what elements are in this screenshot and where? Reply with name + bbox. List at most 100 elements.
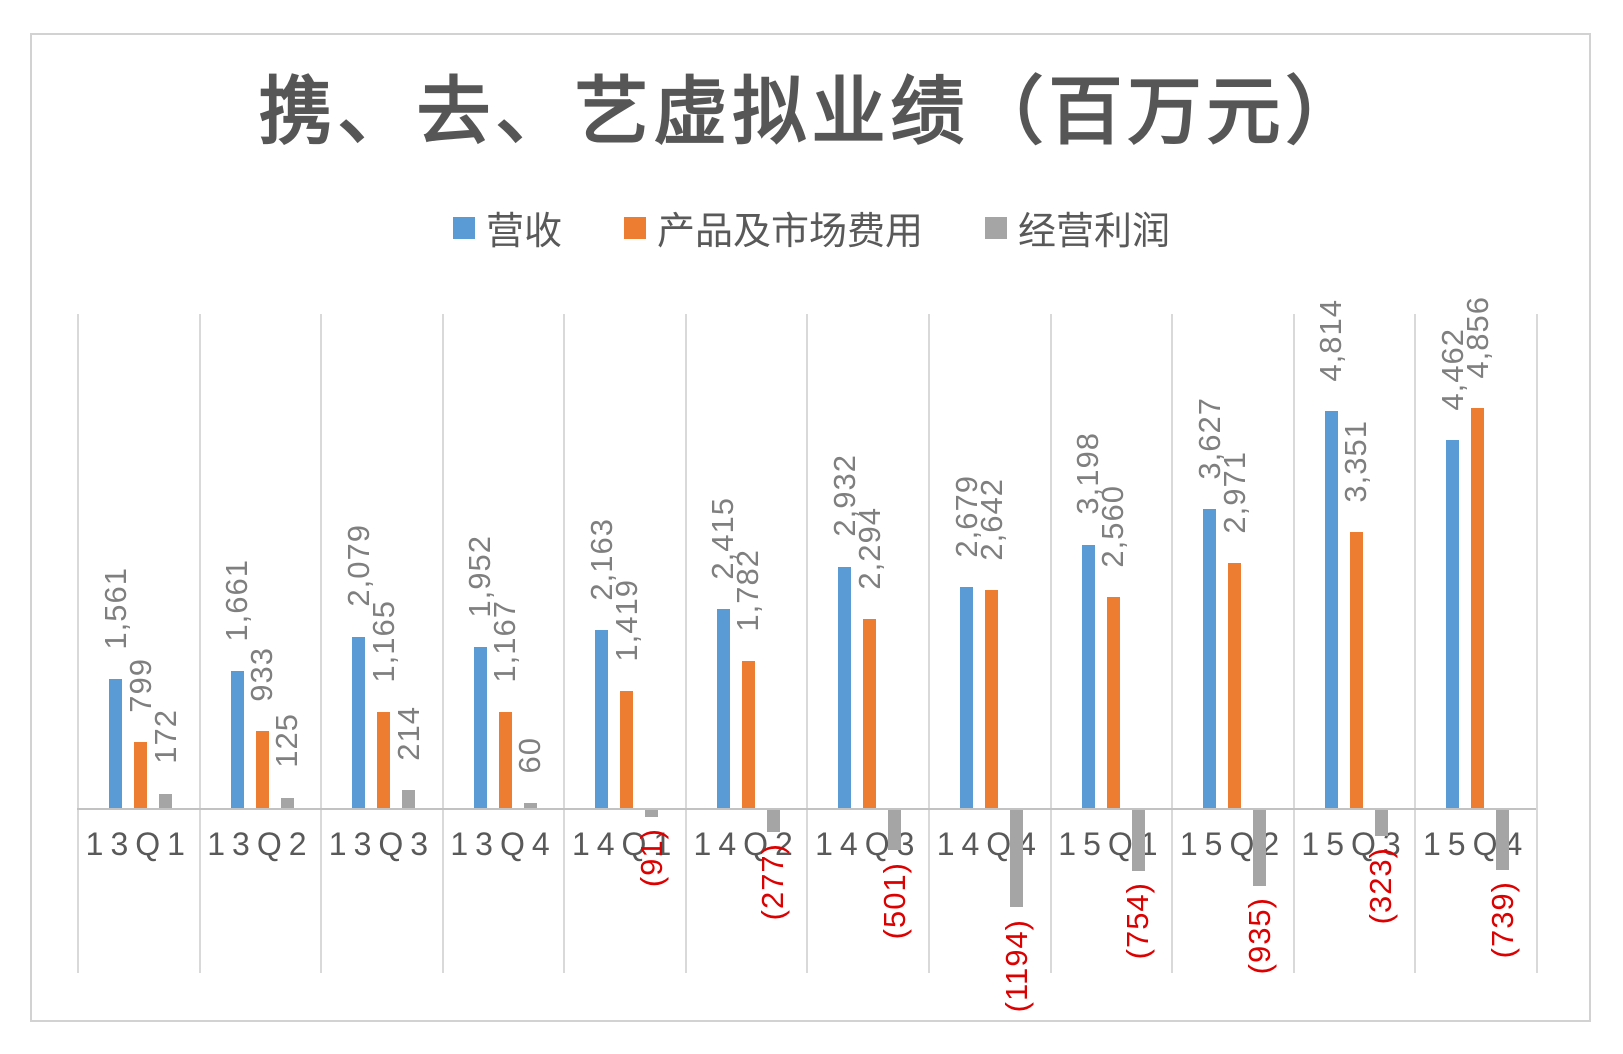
cost-bar — [134, 742, 147, 808]
profit-value-label: 214 — [390, 705, 426, 761]
cost-value-label: 3,351 — [1338, 419, 1374, 503]
legend-label-cost: 产品及市场费用 — [656, 209, 923, 253]
cost-bar — [741, 661, 755, 808]
cost-bar — [377, 712, 391, 808]
quarter-cell-14Q3: 2,932 2,294 (501) 14Q3 — [806, 314, 928, 973]
profit-bar — [766, 809, 780, 832]
cost-swatch-icon — [623, 216, 646, 239]
quarter-cell-13Q1: 1,561 799 172 13Q1 — [77, 314, 199, 973]
revenue-bar — [595, 629, 609, 808]
cost-value-label: 2,560 — [1095, 484, 1131, 568]
profit-bar — [280, 797, 294, 808]
revenue-swatch-icon — [452, 216, 475, 239]
revenue-bar — [1324, 411, 1338, 808]
revenue-bar — [960, 587, 974, 808]
cost-value-label: 799 — [122, 657, 158, 713]
profit-bar — [1496, 809, 1510, 870]
x-axis-label: 14Q2 — [693, 826, 800, 862]
profit-bar — [1253, 809, 1267, 886]
revenue-value-label: 1,661 — [219, 558, 255, 642]
cost-bar — [1471, 408, 1485, 808]
cost-bar — [255, 731, 269, 808]
quarter-cell-15Q3: 4,814 3,351 (323) 15Q3 — [1292, 299, 1415, 973]
revenue-bar — [230, 671, 244, 808]
cost-value-label: 1,419 — [608, 578, 644, 662]
cost-bar — [1349, 532, 1363, 808]
revenue-bar — [109, 679, 122, 808]
cost-bar — [620, 691, 634, 808]
x-axis-label: 13Q1 — [85, 826, 192, 862]
x-axis-label: 15Q4 — [1423, 826, 1530, 862]
cost-value-label: 1,782 — [730, 548, 766, 632]
revenue-value-label: 1,561 — [97, 567, 133, 650]
quarter-cell-15Q4: 4,462 4,856 (739) 15Q4 — [1414, 296, 1536, 973]
cost-bar — [863, 619, 877, 808]
legend-label-profit: 经营利润 — [1018, 209, 1171, 253]
revenue-bar — [838, 566, 852, 808]
quarter-cell-13Q4: 1,952 1,167 60 13Q4 — [441, 314, 564, 973]
plot-area: 1,561 799 172 13Q1 1,661 933 125 13Q2 2,079 1,165… — [77, 296, 1538, 1012]
revenue-value-label: 2,079 — [340, 524, 376, 607]
profit-bar — [645, 809, 659, 817]
revenue-bar — [1203, 509, 1217, 808]
cost-value-label: 1,167 — [487, 599, 523, 683]
cost-bar — [1228, 563, 1242, 808]
cost-value-label: 1,165 — [365, 599, 401, 683]
legend: 营收 产品及市场费用 经营利润 — [0, 200, 1623, 255]
cost-bar — [498, 711, 512, 808]
quarter-cell-13Q2: 1,661 933 125 13Q2 — [198, 314, 321, 973]
legend-item-profit: 经营利润 — [985, 200, 1170, 255]
x-axis-label: 14Q3 — [815, 826, 922, 862]
quarter-cell-13Q3: 2,079 1,165 214 13Q3 — [320, 314, 442, 973]
profit-value-label: (277) — [755, 843, 791, 921]
cost-value-label: 4,856 — [1459, 295, 1495, 379]
cost-value-label: 933 — [244, 646, 280, 702]
profit-bar — [1374, 809, 1388, 836]
profit-bar — [402, 790, 416, 808]
quarter-cell-15Q1: 3,198 2,560 (754) 15Q1 — [1049, 314, 1172, 973]
x-axis-label: 14Q1 — [571, 826, 679, 862]
profit-value-label: 125 — [269, 713, 305, 768]
profit-value-label: (935) — [1241, 897, 1277, 975]
profit-value-label: (91) — [633, 827, 669, 887]
x-axis-label: 15Q2 — [1179, 826, 1287, 862]
cost-bar — [985, 590, 999, 808]
profit-value-label: (754) — [1120, 882, 1156, 960]
x-axis-label: 13Q4 — [450, 826, 557, 862]
profit-bar — [1131, 809, 1145, 872]
revenue-bar — [352, 636, 366, 808]
profit-value-label: (1194) — [998, 918, 1034, 1012]
profit-bar — [888, 809, 902, 851]
quarter-cell-15Q2: 3,627 2,971 (935) 15Q2 — [1171, 314, 1293, 975]
x-axis-label: 13Q2 — [207, 826, 314, 862]
revenue-bar — [716, 609, 730, 808]
x-axis-label: 13Q3 — [328, 826, 436, 862]
quarter-cell-14Q1: 2,163 1,419 (91) 14Q1 — [563, 314, 685, 973]
profit-value-label: 60 — [512, 736, 548, 774]
profit-swatch-icon — [985, 216, 1007, 239]
revenue-value-label: 4,814 — [1313, 299, 1349, 382]
cost-value-label: 2,294 — [851, 506, 887, 590]
revenue-bar — [473, 647, 487, 808]
profit-value-label: (501) — [876, 861, 912, 939]
cost-bar — [1106, 597, 1120, 808]
legend-label-revenue: 营收 — [485, 209, 562, 253]
profit-bar — [159, 793, 172, 808]
quarter-cell-14Q2: 2,415 1,782 (277) 14Q2 — [684, 314, 807, 973]
x-axis-line — [77, 808, 1536, 810]
x-axis-label: 15Q1 — [1058, 826, 1165, 862]
profit-value-label: (739) — [1484, 881, 1520, 959]
profit-value-label: 172 — [147, 709, 183, 765]
cost-value-label: 2,642 — [973, 478, 1009, 561]
profit-value-label: (323) — [1363, 846, 1399, 925]
quarter-cell-14Q4: 2,679 2,642 (1194) 14Q4 — [928, 314, 1050, 1012]
revenue-bar — [1446, 440, 1460, 808]
chart-title: 携、去、艺虚拟业绩（百万元） — [258, 69, 1365, 155]
legend-item-cost: 产品及市场费用 — [623, 200, 923, 255]
legend-item-revenue: 营收 — [452, 200, 562, 255]
profit-bar — [523, 803, 537, 808]
cost-value-label: 2,971 — [1216, 450, 1252, 534]
x-axis-label: 14Q4 — [936, 826, 1043, 862]
revenue-bar — [1081, 544, 1095, 808]
